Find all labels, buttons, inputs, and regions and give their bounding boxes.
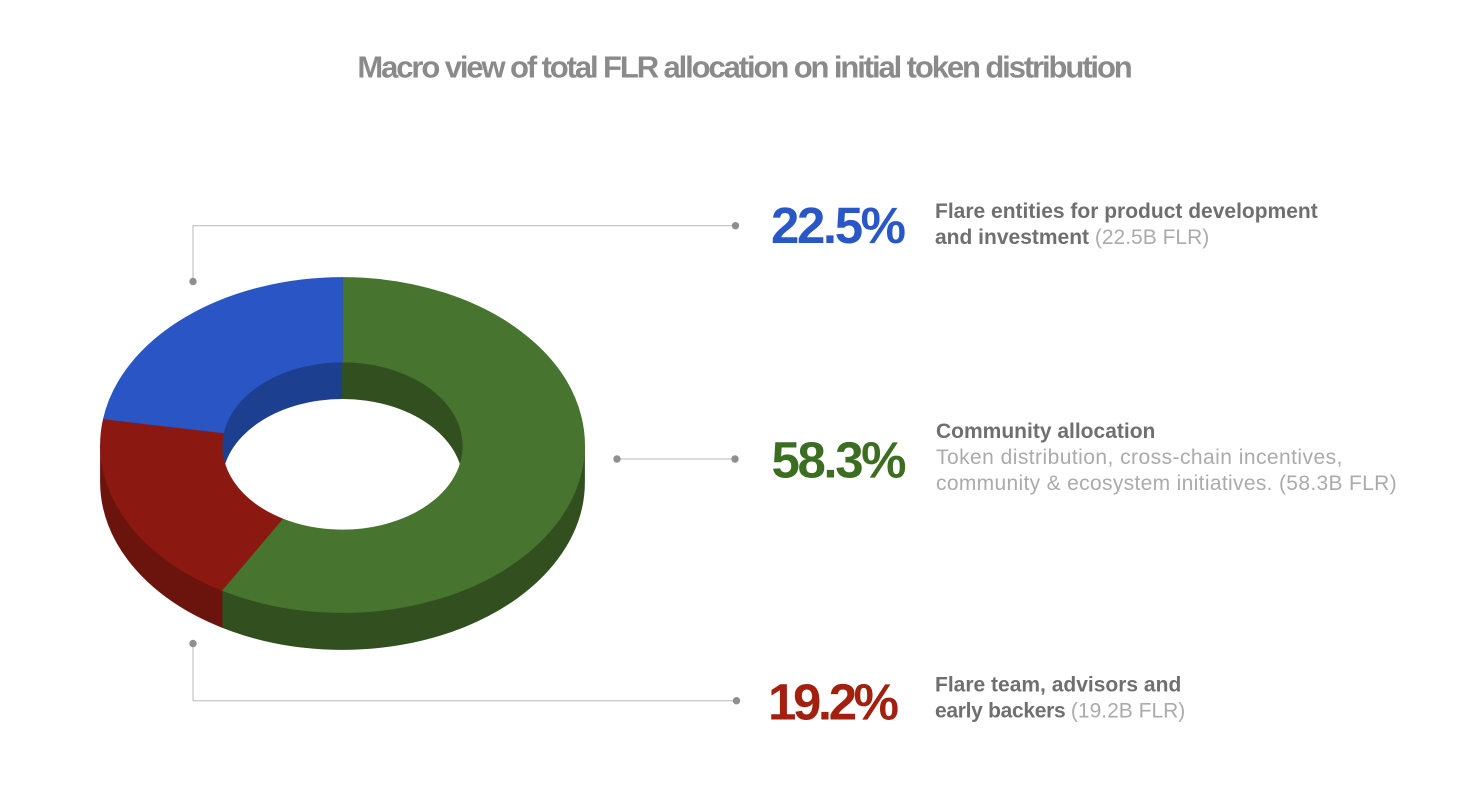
svg-text:Flare team, advisors and: Flare team, advisors and: [935, 674, 1181, 697]
svg-text:Flare entities for product dev: Flare entities for product development: [935, 200, 1318, 223]
svg-text:22.5%: 22.5%: [771, 197, 905, 254]
svg-text:19.2%: 19.2%: [768, 674, 898, 731]
svg-text:early backers (19.2B FLR): early backers (19.2B FLR): [935, 700, 1185, 723]
svg-text:Community allocation: Community allocation: [936, 420, 1155, 443]
svg-text:58.3%: 58.3%: [772, 432, 906, 489]
svg-text:and investment (22.5B FLR): and investment (22.5B FLR): [935, 226, 1209, 249]
svg-text:Token distribution, cross-chai: Token distribution, cross-chain incentiv…: [936, 446, 1343, 469]
svg-text:Macro view of total FLR alloca: Macro view of total FLR allocation on in…: [357, 50, 1131, 85]
svg-text:community & ecosystem initiati: community & ecosystem initiatives. (58.3…: [936, 472, 1397, 495]
